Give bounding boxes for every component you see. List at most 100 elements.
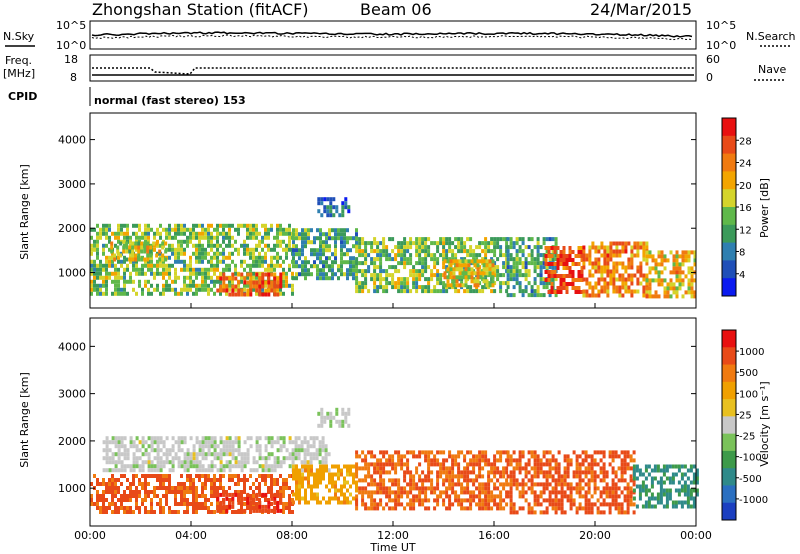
- heatmap-cell: [599, 490, 603, 495]
- heatmap-cell: [183, 231, 186, 236]
- heatmap-cell: [207, 498, 210, 502]
- heatmap-cell: [325, 248, 328, 253]
- heatmap-cell: [276, 235, 279, 240]
- heatmap-cell: [623, 466, 627, 471]
- heatmap-cell: [183, 460, 187, 465]
- heatmap-cell: [680, 472, 684, 477]
- heatmap-cell: [96, 490, 99, 494]
- heatmap-cell: [568, 250, 572, 254]
- heatmap-cell: [518, 289, 522, 294]
- heatmap-cell: [669, 278, 673, 283]
- heatmap-cell: [249, 255, 252, 260]
- heatmap-cell: [476, 263, 480, 268]
- heatmap-cell: [201, 494, 204, 498]
- heatmap-cell: [373, 454, 377, 459]
- heatmap-cell: [556, 254, 560, 258]
- heatmap-cell: [657, 270, 661, 275]
- heatmap-cell: [588, 269, 592, 274]
- heatmap-cell: [565, 286, 569, 290]
- heatmap-cell: [337, 268, 340, 273]
- heatmap-cell: [252, 506, 255, 510]
- heatmap-cell: [222, 468, 226, 473]
- heatmap-cell: [645, 289, 649, 294]
- heatmap-cell: [515, 277, 519, 282]
- heatmap-cell: [403, 277, 407, 282]
- heatmap-cell: [382, 462, 386, 467]
- heatmap-cell: [249, 288, 253, 293]
- heatmap-cell: [132, 263, 135, 268]
- heatmap-cell: [566, 494, 570, 499]
- heatmap-cell: [255, 440, 259, 445]
- heatmap-cell: [326, 411, 330, 416]
- heatmap-cell: [219, 468, 223, 473]
- heatmap-cell: [210, 243, 213, 248]
- heatmap-cell: [481, 482, 485, 487]
- heatmap-cell: [609, 273, 613, 278]
- heatmap-cell: [331, 276, 334, 281]
- heatmap-cell: [458, 283, 462, 288]
- heatmap-cell: [149, 249, 153, 254]
- heatmap-cell: [222, 504, 226, 509]
- heatmap-cell: [475, 502, 479, 507]
- heatmap-cell: [692, 472, 696, 477]
- heatmap-cell: [591, 289, 595, 294]
- heatmap-cell: [415, 454, 419, 459]
- heatmap-cell: [240, 478, 243, 482]
- heatmap-cell: [458, 275, 462, 280]
- heatmap-cell: [207, 474, 210, 478]
- heatmap-cell: [355, 289, 359, 294]
- heatmap-cell: [632, 450, 636, 455]
- heatmap-cell: [551, 249, 555, 254]
- heatmap-cell: [249, 496, 253, 501]
- heatmap-cell: [117, 468, 121, 473]
- heatmap-cell: [400, 466, 404, 471]
- heatmap-cell: [189, 502, 192, 506]
- heatmap-cell: [650, 480, 654, 485]
- heatmap-cell: [499, 285, 503, 290]
- heatmap-cell: [225, 504, 229, 509]
- heatmap-cell: [675, 258, 679, 263]
- heatmap-cell: [213, 291, 216, 296]
- heatmap-cell: [464, 279, 468, 284]
- heatmap-cell: [201, 255, 204, 260]
- heatmap-cell: [521, 482, 525, 487]
- heatmap-cell: [409, 237, 413, 242]
- heatmap-cell: [487, 482, 491, 487]
- heatmap-cell: [603, 285, 607, 290]
- heatmap-cell: [478, 253, 482, 258]
- heatmap-cell: [651, 278, 655, 283]
- heatmap-cell: [261, 235, 264, 240]
- heatmap-cell: [493, 261, 497, 266]
- power-heatmap: [90, 197, 697, 299]
- heatmap-cell: [117, 506, 120, 510]
- heatmap-cell: [198, 239, 201, 244]
- heatmap-cell: [123, 231, 126, 236]
- heatmap-cell: [379, 450, 383, 455]
- heatmap-cell: [663, 258, 667, 263]
- heatmap-cell: [301, 232, 304, 237]
- heatmap-cell: [341, 423, 345, 428]
- heatmap-cell: [355, 281, 359, 286]
- heatmap-cell: [117, 436, 121, 441]
- heatmap-cell: [557, 474, 561, 479]
- heatmap-cell: [165, 474, 168, 478]
- heatmap-cell: [370, 277, 374, 282]
- heatmap-cell: [461, 271, 465, 276]
- heatmap-cell: [129, 271, 132, 276]
- heatmap-cell: [320, 201, 324, 206]
- heatmap-cell: [530, 289, 534, 294]
- heatmap-cell: [132, 259, 135, 264]
- heatmap-cell: [674, 488, 678, 493]
- heatmap-cell: [554, 502, 558, 507]
- heatmap-cell: [439, 289, 443, 294]
- heatmap-cell: [467, 271, 471, 276]
- heatmap-cell: [609, 249, 613, 254]
- heatmap-cell: [421, 498, 425, 503]
- heatmap-cell: [264, 456, 268, 461]
- heatmap-cell: [660, 282, 664, 287]
- time-x-axis: 00:00 04:00 08:00 12:00 16:00 20:00 00:00: [74, 303, 712, 542]
- heatmap-cell: [415, 285, 419, 290]
- heatmap-cell: [630, 245, 634, 250]
- heatmap-cell: [246, 227, 249, 232]
- heatmap-cell: [174, 251, 177, 256]
